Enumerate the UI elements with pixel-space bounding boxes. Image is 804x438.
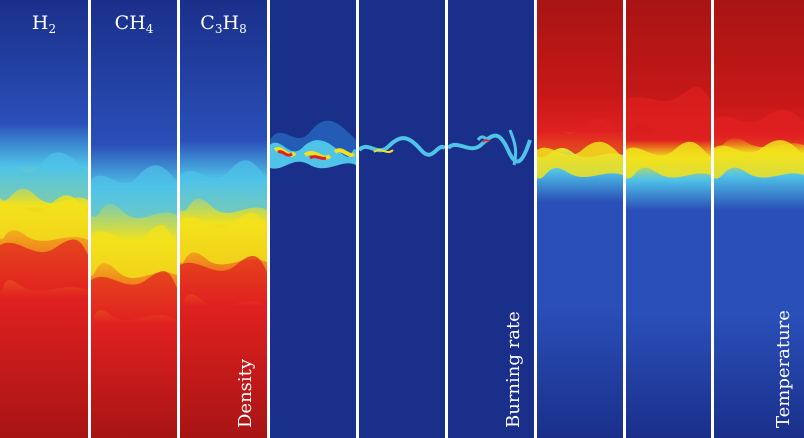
temperature-label: Temperature: [773, 310, 794, 428]
density-panel-ch4: CH4: [91, 0, 177, 438]
burning-rate-label: Burning rate: [503, 311, 524, 428]
density-label: Density: [235, 358, 256, 428]
burning-rate-panel-c3h8: Burning rate: [448, 0, 534, 438]
density-panel-h2: H2: [0, 0, 88, 438]
species-label-h2: H2: [31, 12, 57, 36]
temperature-panel-ch4: [626, 0, 711, 438]
temperature-panel-h2: [537, 0, 623, 438]
density-panel-c3h8: C3H8 Density: [180, 0, 267, 438]
species-label-ch4: CH4: [114, 12, 154, 36]
burning-rate-panel-ch4: [359, 0, 445, 438]
species-label-c3h8: C3H8: [200, 12, 247, 36]
temperature-panel-c3h8: Temperature: [714, 0, 804, 438]
burning-rate-panel-h2: [270, 0, 356, 438]
